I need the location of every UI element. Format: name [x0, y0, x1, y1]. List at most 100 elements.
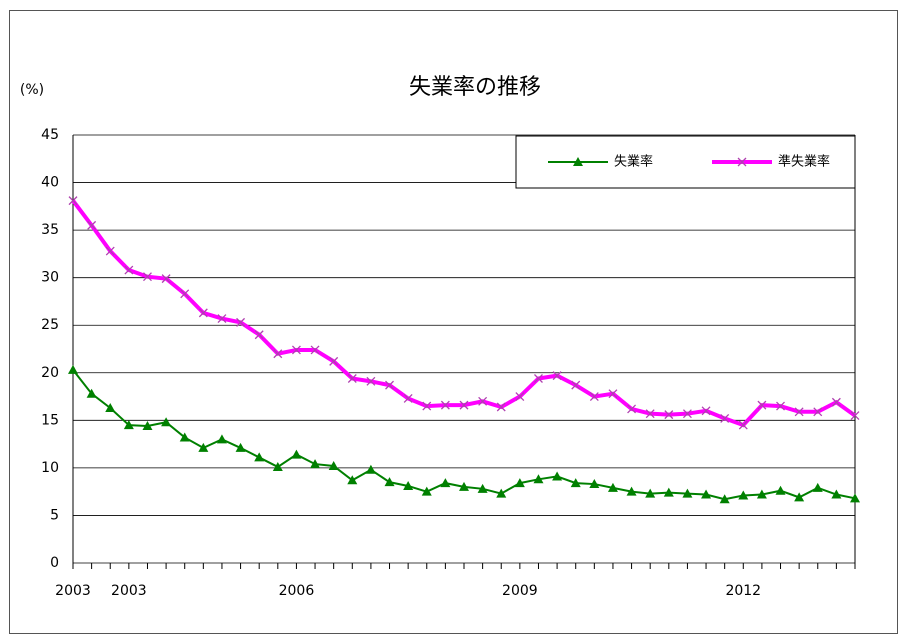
marker	[366, 376, 376, 386]
marker	[533, 474, 544, 484]
marker	[682, 409, 692, 419]
marker	[720, 413, 730, 423]
marker	[682, 488, 693, 498]
marker	[719, 494, 730, 504]
marker	[496, 402, 506, 412]
marker	[794, 407, 804, 417]
y-tick-label: 10	[41, 460, 59, 476]
marker	[459, 481, 469, 491]
marker	[347, 475, 358, 485]
marker	[347, 374, 357, 383]
marker	[737, 157, 747, 167]
marker	[626, 486, 637, 496]
marker	[831, 397, 841, 407]
marker	[573, 157, 583, 166]
marker	[756, 489, 767, 499]
y-tick-label: 35	[41, 222, 59, 238]
marker	[775, 485, 786, 495]
marker	[385, 380, 394, 390]
marker	[514, 478, 525, 488]
marker	[794, 492, 805, 502]
x-tick-label: 2003	[55, 583, 91, 599]
marker	[738, 490, 749, 500]
marker	[217, 314, 227, 324]
marker	[589, 392, 599, 402]
marker	[459, 400, 469, 410]
marker	[440, 400, 450, 410]
marker	[477, 483, 488, 493]
marker	[403, 393, 413, 403]
marker	[68, 364, 78, 374]
y-tick-label: 30	[41, 270, 59, 286]
marker	[161, 417, 172, 427]
marker	[235, 442, 246, 452]
marker	[422, 401, 432, 411]
marker	[421, 486, 432, 496]
marker	[701, 406, 711, 416]
marker	[664, 410, 674, 420]
marker	[236, 317, 246, 327]
y-axis-label: (%)	[20, 82, 44, 98]
marker	[161, 274, 171, 284]
marker	[757, 400, 767, 410]
marker	[384, 477, 395, 487]
marker	[123, 420, 134, 430]
marker	[813, 407, 823, 417]
y-tick-label: 40	[41, 175, 59, 191]
marker	[310, 345, 320, 355]
marker	[179, 432, 190, 442]
marker	[105, 246, 115, 256]
x-tick-label: 2012	[725, 583, 761, 599]
marker	[608, 389, 618, 399]
marker	[87, 220, 97, 230]
marker	[776, 401, 785, 411]
marker	[198, 442, 209, 452]
marker	[663, 487, 674, 497]
marker	[143, 272, 152, 282]
marker	[552, 471, 563, 481]
marker	[105, 402, 116, 412]
marker	[831, 489, 842, 499]
marker	[254, 330, 264, 340]
marker	[496, 488, 507, 498]
marker	[403, 480, 414, 490]
y-tick-label: 25	[41, 317, 59, 333]
marker	[627, 404, 637, 414]
chart-frame	[9, 10, 898, 634]
marker	[124, 265, 134, 275]
marker	[86, 388, 97, 398]
marker	[273, 349, 283, 359]
marker	[365, 464, 376, 474]
marker	[180, 289, 190, 299]
marker	[515, 392, 525, 402]
marker	[478, 396, 488, 406]
marker	[850, 493, 860, 503]
marker	[738, 420, 748, 430]
marker	[272, 461, 283, 471]
marker	[291, 345, 301, 355]
y-tick-label: 0	[50, 555, 59, 571]
marker	[440, 478, 451, 488]
marker	[701, 489, 712, 499]
marker	[310, 459, 321, 469]
y-tick-label: 5	[50, 507, 59, 523]
marker	[329, 356, 339, 366]
y-tick-label: 20	[41, 365, 59, 381]
marker	[607, 482, 618, 492]
x-tick-label: 2003	[111, 583, 147, 599]
marker	[291, 449, 302, 459]
y-tick-label: 15	[41, 412, 59, 428]
marker	[589, 479, 600, 489]
marker	[216, 434, 227, 444]
marker	[850, 411, 860, 421]
marker	[328, 460, 339, 470]
marker	[645, 488, 656, 498]
marker	[570, 478, 581, 488]
x-tick-label: 2009	[502, 583, 538, 599]
marker	[68, 196, 78, 206]
marker	[552, 371, 562, 381]
legend-label: 準失業率	[778, 154, 830, 170]
marker	[254, 452, 265, 462]
